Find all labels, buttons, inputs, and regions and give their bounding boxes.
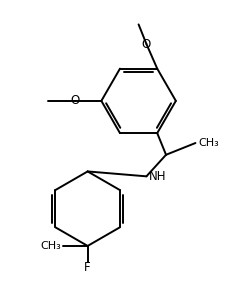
Text: NH: NH: [148, 170, 166, 183]
Text: F: F: [84, 261, 91, 274]
Text: O: O: [142, 37, 151, 50]
Text: O: O: [70, 94, 79, 107]
Text: CH₃: CH₃: [198, 138, 219, 148]
Text: CH₃: CH₃: [40, 241, 61, 251]
